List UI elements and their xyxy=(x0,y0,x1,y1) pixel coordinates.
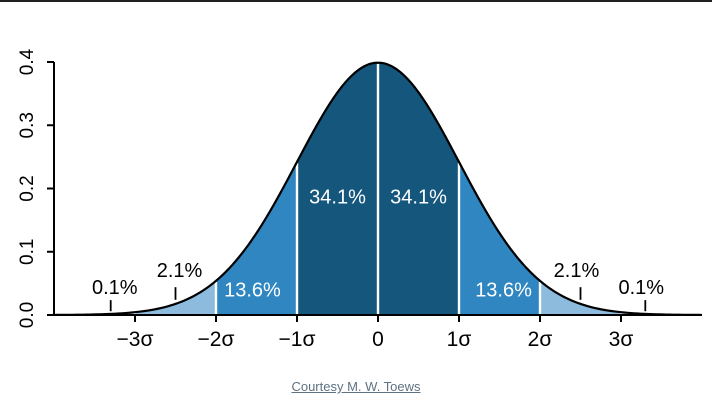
credit-link[interactable]: Courtesy M. W. Toews xyxy=(291,379,421,394)
x-axis-tick-label: −1σ xyxy=(279,328,316,351)
area-percentage-label: 13.6% xyxy=(475,280,532,302)
bell-curve-svg: −3σ −2σ −1σ 0 1σ 2σ 3σ 0.0 0.1 0.2 0.3 0.4 34.1% 34.1… xyxy=(17,48,703,351)
y-axis-tick-label: 0.4 xyxy=(17,48,38,75)
area-percentage-label: 0.1% xyxy=(92,277,138,299)
x-axis-tick-label: 3σ xyxy=(609,328,634,351)
y-axis-tick-label: 0.0 xyxy=(17,302,38,328)
y-axis-tick-label: 0.3 xyxy=(17,112,38,138)
x-axis-tick-label: −3σ xyxy=(117,328,154,351)
area-percentage-label: 34.1% xyxy=(390,187,447,209)
y-axis-tick-label: 0.1 xyxy=(17,239,38,265)
area-percentage-label: 13.6% xyxy=(224,280,281,302)
y-axis-tick-label: 0.2 xyxy=(17,175,38,201)
area-percentage-label: 2.1% xyxy=(157,260,203,282)
x-axis-tick-label: 0 xyxy=(372,328,384,351)
x-axis-tick-label: 2σ xyxy=(528,328,553,351)
area-band-2-to-3 xyxy=(540,280,621,315)
x-axis-tick-label: −2σ xyxy=(198,328,235,351)
area-percentage-label: 0.1% xyxy=(618,277,664,299)
caption-row: Courtesy M. W. Toews xyxy=(0,378,712,396)
window-top-edge xyxy=(0,0,712,2)
bell-curve-outline xyxy=(53,61,703,317)
area-percentage-label: 2.1% xyxy=(554,260,600,282)
area-band--3-to--2 xyxy=(135,280,216,315)
x-axis-tick-label: 1σ xyxy=(447,328,472,351)
area-percentage-label: 34.1% xyxy=(309,187,366,209)
